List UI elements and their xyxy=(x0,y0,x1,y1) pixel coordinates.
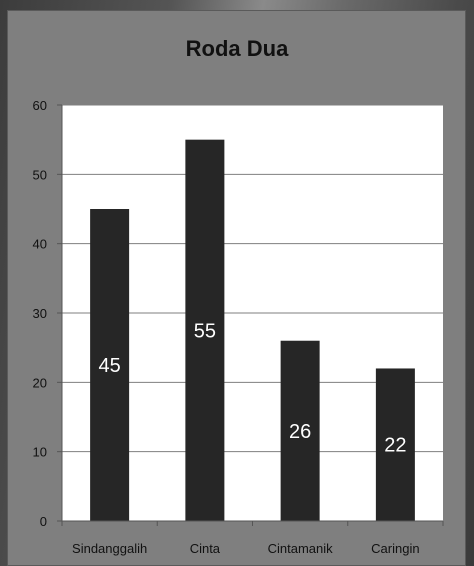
data-label: 22 xyxy=(384,435,406,457)
y-tick-label: 40 xyxy=(33,237,47,252)
x-tick-label: Cinta xyxy=(190,541,221,556)
data-label: 45 xyxy=(99,355,121,377)
y-tick-label: 50 xyxy=(33,167,47,182)
chart-title: Roda Dua xyxy=(185,36,289,61)
x-tick-label: Cintamanik xyxy=(268,541,334,556)
bar xyxy=(375,368,415,521)
y-tick-label: 20 xyxy=(33,375,47,390)
x-tick-label: Caringin xyxy=(371,541,419,556)
y-tick-label: 60 xyxy=(33,98,47,113)
y-tick-label: 0 xyxy=(40,514,47,529)
axes xyxy=(57,104,444,526)
bar xyxy=(280,340,320,521)
bars xyxy=(90,139,415,521)
bar xyxy=(90,209,130,521)
data-label: 55 xyxy=(194,320,216,342)
data-label: 26 xyxy=(289,421,311,443)
labels: 0 10 20 30 40 50 60 45 Sindanggalih 55 Cinta 26 Cint… xyxy=(33,98,420,556)
y-tick-label: 10 xyxy=(33,445,47,460)
y-tick-label: 30 xyxy=(33,306,47,321)
x-tick-label: Sindanggalih xyxy=(72,541,147,556)
bar xyxy=(185,139,225,521)
